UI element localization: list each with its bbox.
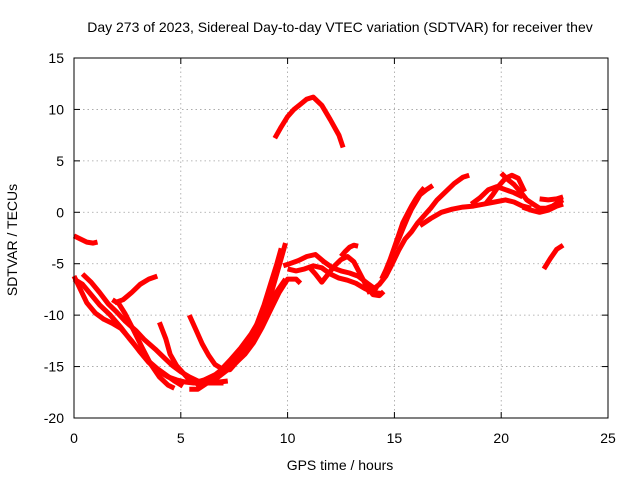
- x-tick-label: 10: [280, 430, 296, 446]
- series-arc-01: [72, 233, 99, 246]
- series-arc-26: [539, 194, 564, 203]
- axis-ticks: 0 5 10 15 20 25 -20 -15 -10 -5 0 5 10 15: [44, 50, 616, 446]
- y-tick-label: 0: [56, 204, 64, 220]
- x-axis-label: GPS time / hours: [287, 457, 394, 473]
- y-tick-label: 15: [48, 50, 64, 66]
- y-tick-label: -10: [44, 307, 64, 323]
- y-tick-label: -20: [44, 410, 64, 426]
- x-tick-label: 20: [493, 430, 509, 446]
- y-tick-label: 5: [56, 153, 64, 169]
- series-arc-21: [418, 197, 532, 228]
- series-arc-12: [234, 276, 303, 365]
- series-arc-06: [111, 297, 176, 391]
- series-arc-18: [365, 172, 470, 295]
- series-arc-25: [521, 201, 564, 215]
- y-tick-label: -15: [44, 359, 64, 375]
- series-group: [71, 94, 565, 392]
- series-arc-27: [541, 243, 565, 271]
- x-tick-label: 25: [600, 430, 616, 446]
- series-arc-10: [195, 242, 288, 388]
- y-tick-label: 10: [48, 101, 64, 117]
- x-tick-label: 15: [387, 430, 403, 446]
- series-arc-05: [113, 273, 159, 306]
- series-arc-17: [339, 242, 359, 259]
- x-tick-label: 0: [70, 430, 78, 446]
- series-arc-13: [272, 94, 346, 149]
- series-arc-16: [307, 254, 386, 299]
- series-arc-03: [72, 276, 185, 389]
- y-tick-label: -5: [52, 256, 65, 272]
- plot-frame: [73, 57, 609, 419]
- x-tick-label: 5: [177, 430, 185, 446]
- y-axis-label: SDTVAR / TECUs: [4, 184, 20, 296]
- series-arc-11: [187, 314, 265, 373]
- series-arc-20: [392, 183, 435, 250]
- chart-title: Day 273 of 2023, Sidereal Day-to-day VTE…: [87, 19, 593, 35]
